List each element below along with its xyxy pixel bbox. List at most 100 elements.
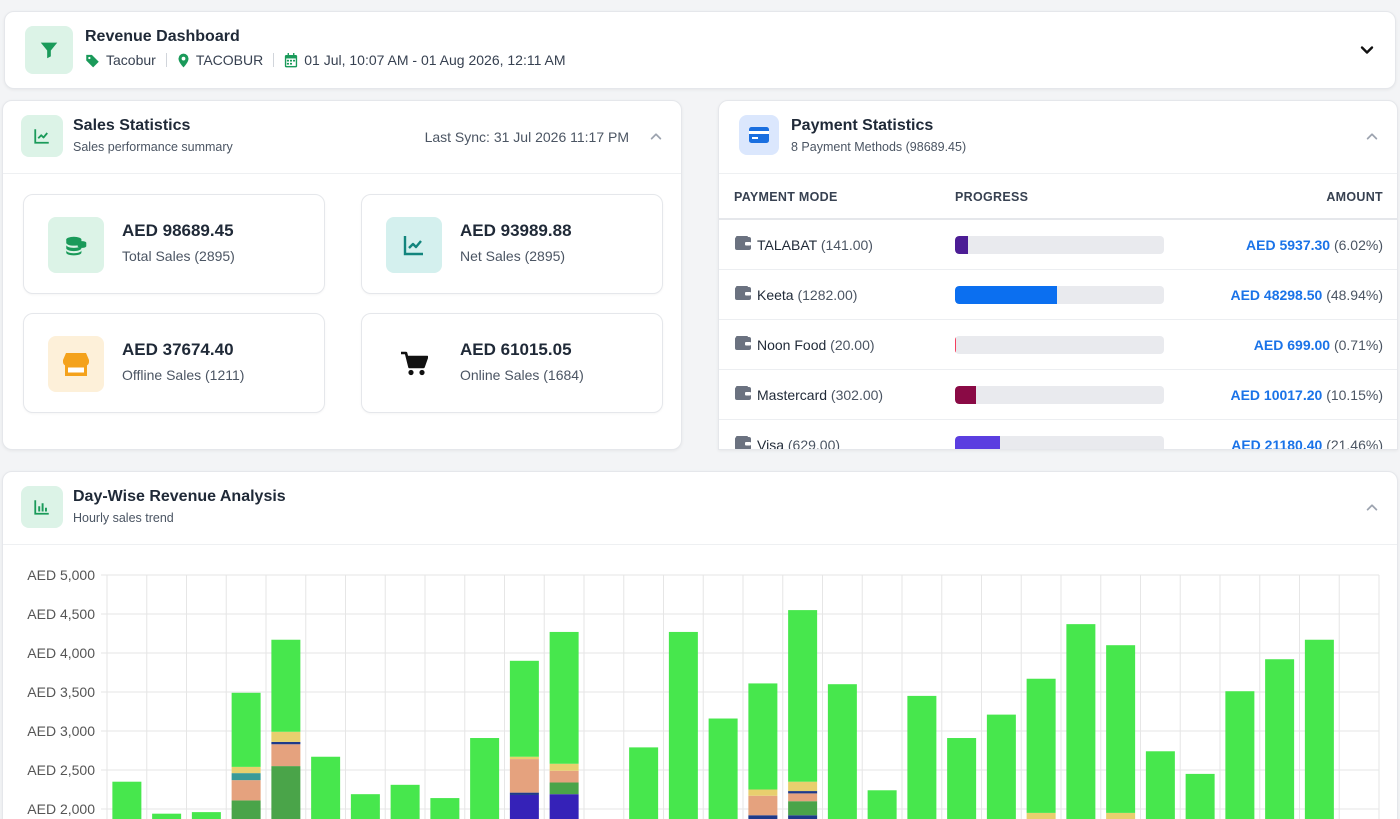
y-tick-label: AED 5,000 xyxy=(27,567,95,583)
filter-icon[interactable] xyxy=(25,26,73,74)
stat-card-total-sales: AED 98689.45 Total Sales (2895) xyxy=(23,194,325,294)
wallet-icon xyxy=(735,286,751,305)
stat-label: Total Sales (2895) xyxy=(122,248,235,264)
chart-bar xyxy=(1066,624,1096,819)
chart-bar xyxy=(748,815,778,819)
chart-bar xyxy=(788,801,818,816)
payment-amount: AED 10017.20 xyxy=(1230,387,1323,403)
payment-mode-name: TALABAT xyxy=(757,237,817,253)
payment-mode-count: (629.00) xyxy=(787,437,841,450)
chart-bar xyxy=(350,794,380,819)
payment-percent: (0.71%) xyxy=(1333,337,1383,353)
chart-bar xyxy=(708,718,738,819)
chart-bar xyxy=(1225,691,1255,819)
chevron-down-icon[interactable] xyxy=(1359,42,1375,63)
payment-mode-count: (1282.00) xyxy=(797,287,858,303)
column-header-payment-mode: PAYMENT MODE xyxy=(734,190,838,204)
chart-bar xyxy=(827,684,857,819)
section-subtitle: Sales performance summary xyxy=(73,140,233,154)
revenue-analysis-panel: Day-Wise Revenue Analysis Hourly sales t… xyxy=(2,471,1398,819)
table-header-divider xyxy=(719,218,1397,220)
coins-icon xyxy=(48,217,104,273)
chart-bar xyxy=(1106,812,1136,819)
calendar-icon xyxy=(284,52,298,68)
chart-bar xyxy=(191,812,221,819)
dashboard-header: Revenue Dashboard Tacobur TACOBUR 01 Jul… xyxy=(4,11,1396,89)
table-row: TALABAT (141.00) AED 5937.30 (6.02%) xyxy=(719,220,1397,270)
location-name: TACOBUR xyxy=(195,52,264,68)
chart-bar xyxy=(390,784,420,819)
payment-percent: (6.02%) xyxy=(1333,237,1383,253)
chart-bar xyxy=(231,766,261,774)
section-divider xyxy=(3,173,681,174)
table-row: Noon Food (20.00) AED 699.00 (0.71%) xyxy=(719,320,1397,370)
chart-bar xyxy=(509,792,539,795)
stat-card-net-sales: AED 93989.88 Net Sales (2895) xyxy=(361,194,663,294)
chart-bar xyxy=(907,695,937,819)
chevron-up-icon[interactable] xyxy=(1365,129,1379,148)
payment-mode-count: (141.00) xyxy=(820,237,873,253)
chart-bar xyxy=(231,780,261,801)
chart-bar xyxy=(1145,751,1175,819)
chart-bar xyxy=(231,692,261,767)
stat-card-online-sales: AED 61015.05 Online Sales (1684) xyxy=(361,313,663,413)
wallet-icon xyxy=(735,436,751,449)
chart-bar xyxy=(867,790,897,819)
chart-bar xyxy=(1026,812,1056,819)
chart-bar xyxy=(231,773,261,781)
payment-amount: AED 48298.50 xyxy=(1230,287,1323,303)
sales-statistics-panel: Sales Statistics Sales performance summa… xyxy=(2,100,682,450)
payment-statistics-panel: Payment Statistics 8 Payment Methods (98… xyxy=(718,100,1398,450)
progress-bar xyxy=(955,286,1164,304)
payment-percent: (48.94%) xyxy=(1326,287,1383,303)
chart-bar xyxy=(668,631,698,819)
column-header-amount: AMOUNT xyxy=(1326,190,1383,204)
meta-divider xyxy=(273,53,275,67)
stat-label: Online Sales (1684) xyxy=(460,367,584,383)
payment-mode-count: (302.00) xyxy=(830,387,884,403)
stat-value: AED 61015.05 xyxy=(460,340,572,359)
chart-bar xyxy=(629,747,659,819)
trend-chart-icon xyxy=(386,217,442,273)
location-pin-icon xyxy=(177,53,190,68)
chart-bar xyxy=(509,756,539,760)
meta-divider xyxy=(165,53,167,67)
payment-amount: AED 699.00 xyxy=(1253,337,1331,353)
chart-bar xyxy=(748,795,778,816)
progress-fill xyxy=(955,436,1000,449)
chart-bar xyxy=(231,800,261,819)
date-range: 01 Jul, 10:07 AM - 01 Aug 2026, 12:11 AM xyxy=(304,52,566,68)
chart-bar xyxy=(549,770,579,783)
stat-value: AED 37674.40 xyxy=(122,340,234,359)
chart-bar xyxy=(1304,639,1334,819)
y-tick-label: AED 4,000 xyxy=(27,645,95,661)
page-title: Revenue Dashboard xyxy=(85,28,240,45)
header-meta: Tacobur TACOBUR 01 Jul, 10:07 AM - 01 Au… xyxy=(85,52,566,68)
chart-bar xyxy=(509,759,539,793)
chart-bar xyxy=(1026,678,1056,813)
payment-mode-name: Noon Food xyxy=(757,337,827,353)
chart-bar xyxy=(271,639,301,732)
y-tick-label: AED 2,500 xyxy=(27,762,95,778)
chart-bar xyxy=(271,731,301,742)
chevron-up-icon[interactable] xyxy=(649,129,663,148)
chart-bar xyxy=(430,798,460,819)
chart-bar xyxy=(509,660,539,757)
chart-bar xyxy=(549,631,579,764)
trend-chart-icon xyxy=(21,115,63,157)
chevron-up-icon[interactable] xyxy=(1365,500,1379,519)
chart-bar xyxy=(1185,773,1215,819)
chart-bar xyxy=(549,794,579,819)
progress-fill xyxy=(955,236,968,254)
chart-bar xyxy=(788,793,818,802)
progress-bar xyxy=(955,236,1164,254)
payment-mode-name: Keeta xyxy=(757,287,794,303)
chart-bar xyxy=(947,738,977,819)
progress-fill xyxy=(955,386,977,404)
payment-amount: AED 5937.30 xyxy=(1246,237,1331,253)
chart-bar xyxy=(788,781,818,792)
section-divider xyxy=(719,173,1397,174)
table-row: Visa (629.00) AED 21180.40 (21.46%) xyxy=(719,420,1397,450)
chart-bar xyxy=(788,815,818,819)
stat-card-offline-sales: AED 37674.40 Offline Sales (1211) xyxy=(23,313,325,413)
